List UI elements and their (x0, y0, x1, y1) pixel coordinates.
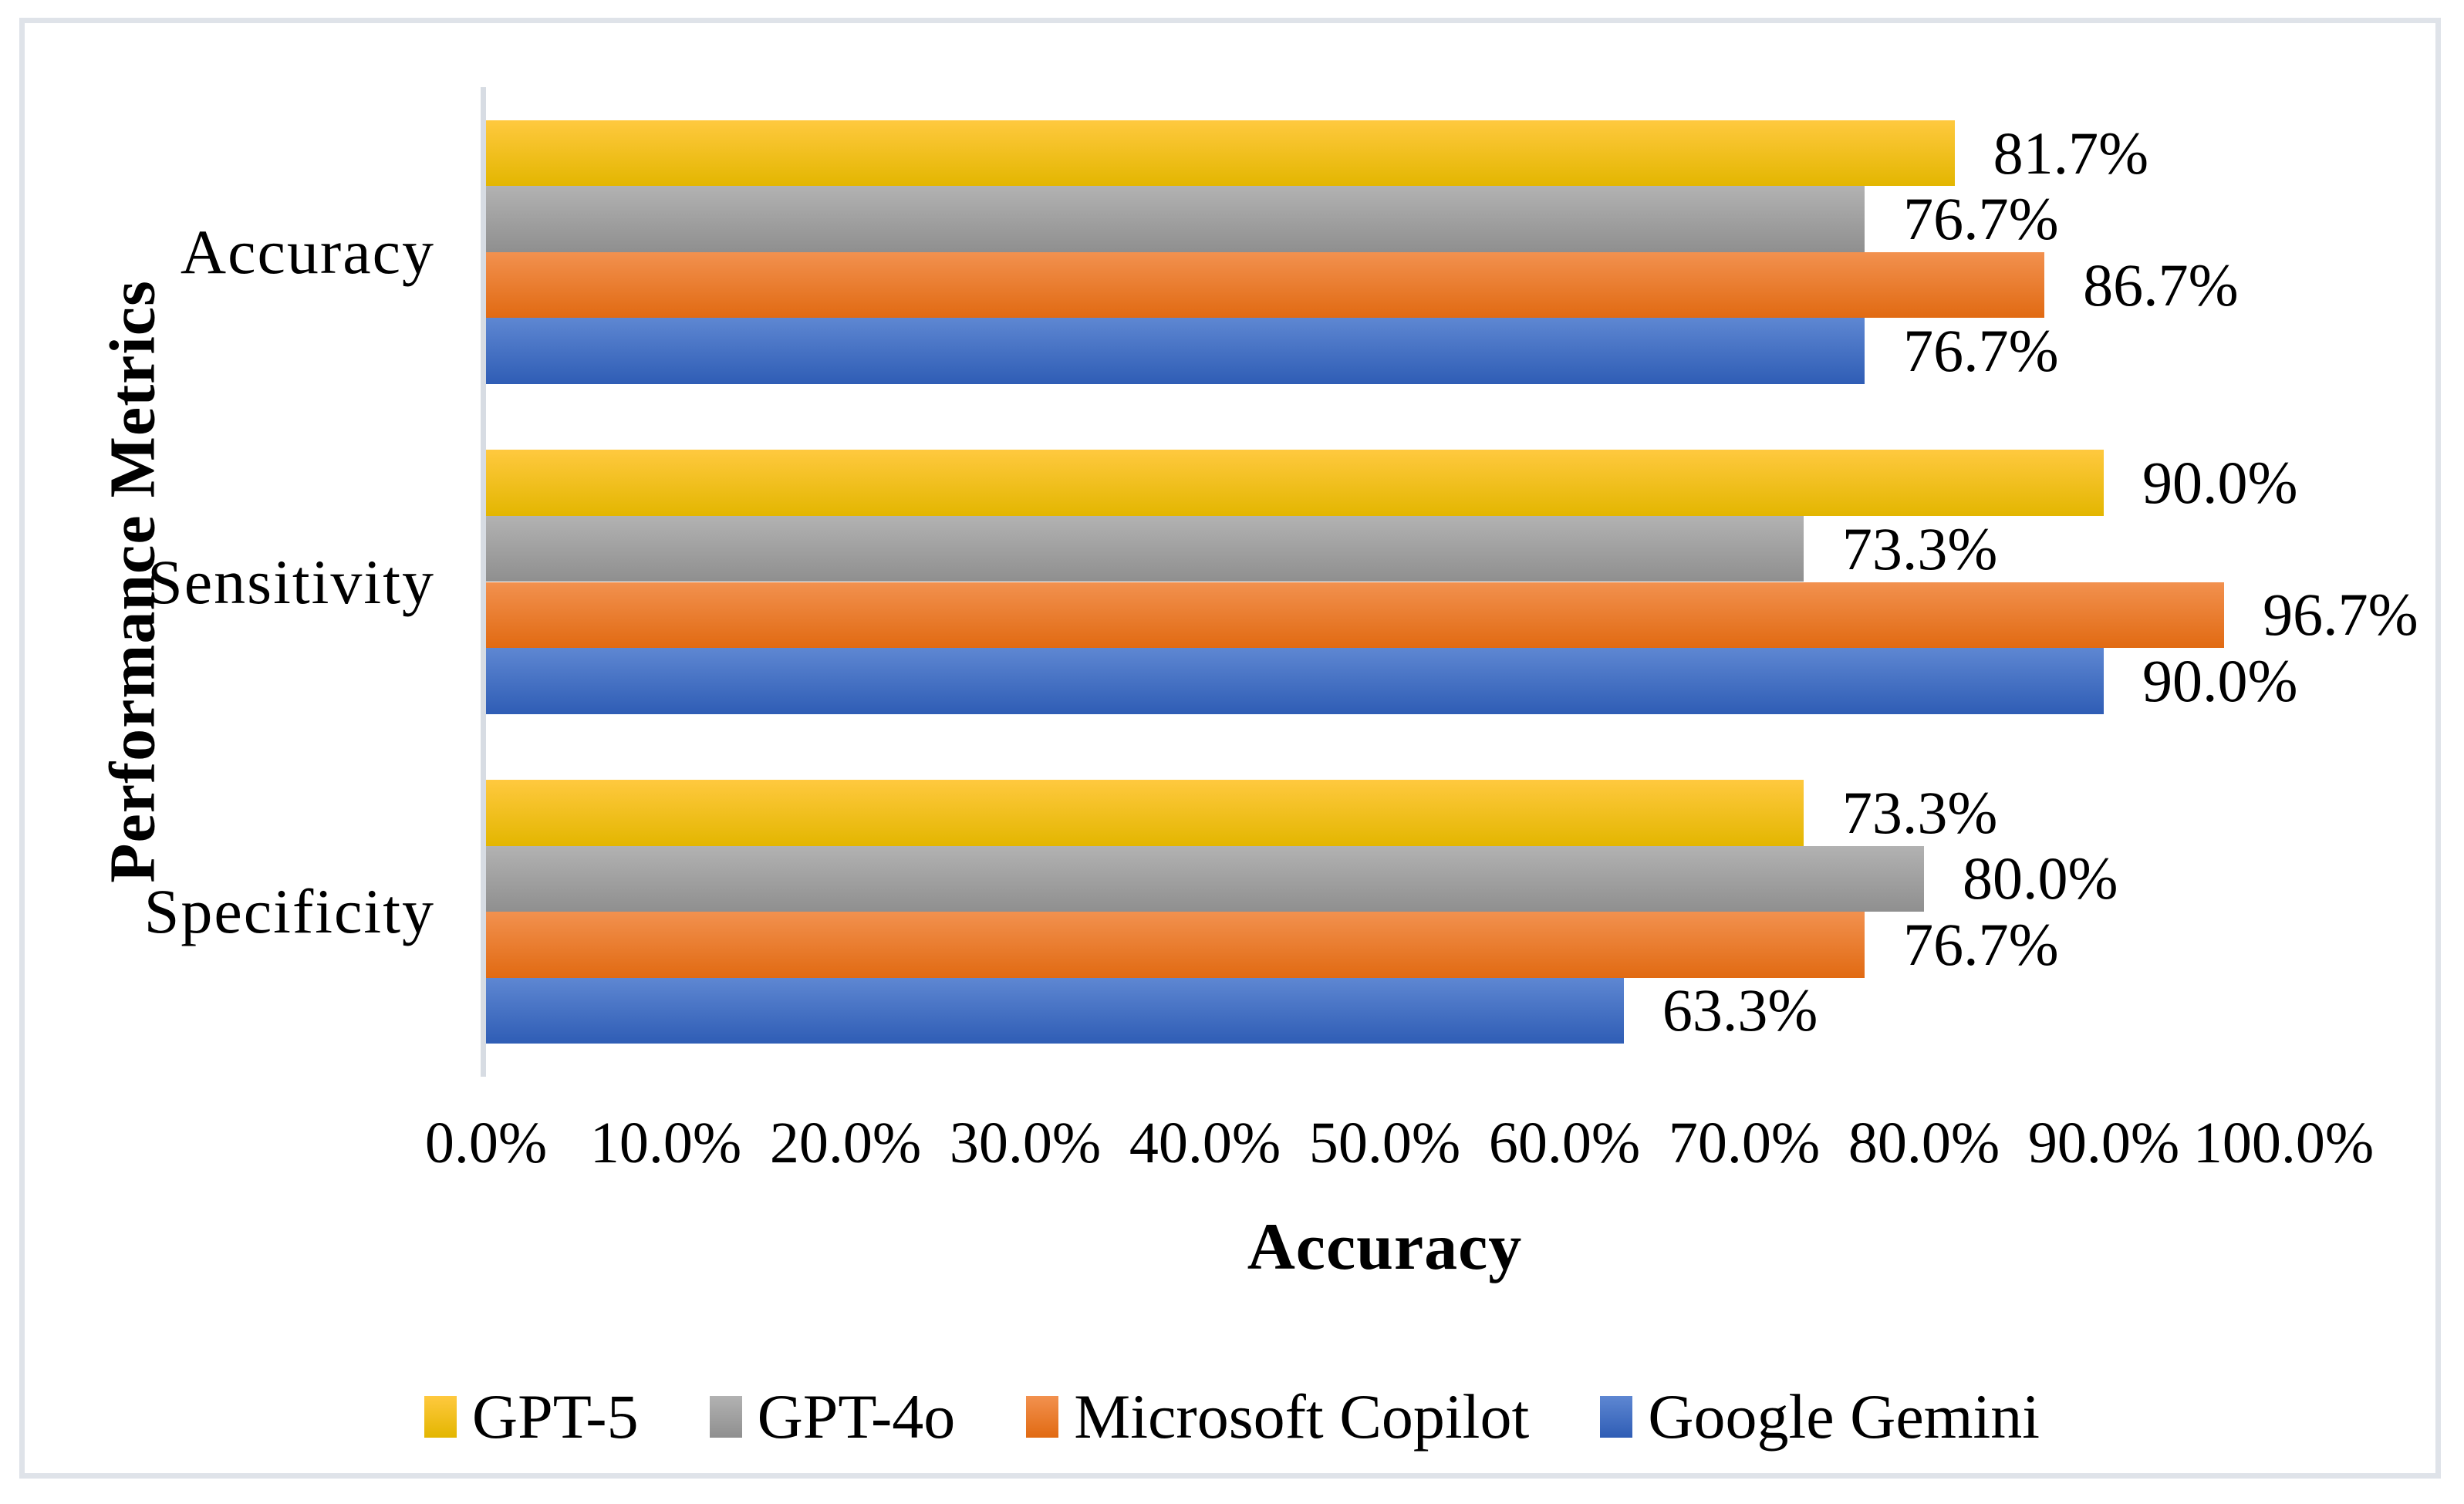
x-tick-label: 80.0% (1848, 1111, 2000, 1175)
bar-gpt-5 (486, 120, 1955, 187)
legend-marker-icon (1600, 1396, 1633, 1438)
bar-row: 76.7% (486, 186, 2283, 252)
bar-microsoft-copilot (486, 582, 2225, 649)
bar-gpt-5 (486, 780, 1804, 846)
data-label: 81.7% (1993, 119, 2149, 187)
legend-item-microsoft-copilot: Microsoft Copilot (1026, 1385, 1529, 1448)
bar-row: 63.3% (486, 976, 2283, 1044)
data-label: 90.0% (2142, 646, 2298, 714)
category-label: Specificity (143, 876, 435, 947)
bar-row: 76.7% (486, 318, 2283, 384)
bar-google-gemini (486, 648, 2104, 714)
x-tick-label: 0.0% (424, 1111, 548, 1175)
bar-google-gemini (486, 318, 1865, 384)
legend: GPT-5 GPT-4o Microsoft Copilot Google Gemin… (0, 1385, 2464, 1448)
data-label: 76.7% (1903, 185, 2059, 253)
x-tick-label: 10.0% (589, 1111, 742, 1175)
bar-row: 80.0% (486, 845, 2283, 912)
data-label: 76.7% (1903, 317, 2059, 385)
y-axis-line (481, 87, 486, 1077)
x-tick-label: 40.0% (1129, 1111, 1281, 1175)
x-tick-label: 30.0% (949, 1111, 1102, 1175)
bar-microsoft-copilot (486, 912, 1865, 978)
data-label: 96.7% (2263, 581, 2418, 649)
data-label: 73.3% (1841, 514, 1998, 582)
bar-gpt-5 (486, 450, 2104, 516)
bar-microsoft-copilot (486, 251, 2045, 319)
legend-item-gpt-4o: GPT-4o (709, 1381, 956, 1452)
legend-marker-icon (424, 1396, 457, 1438)
x-axis-title: Accuracy (1247, 1209, 1523, 1283)
data-label: 76.7% (1903, 910, 2059, 978)
bar-row: 86.7% (486, 251, 2283, 319)
legend-item-gpt-5: GPT-5 (424, 1385, 639, 1448)
x-tick-label: 20.0% (769, 1111, 922, 1175)
x-tick-label: 60.0% (1488, 1111, 1641, 1175)
bar-google-gemini (486, 977, 1624, 1044)
bar-row: 90.0% (486, 648, 2297, 714)
data-label: 90.0% (2142, 449, 2298, 517)
data-label: 80.0% (1963, 845, 2118, 912)
legend-marker-icon (1026, 1396, 1059, 1438)
bar-row: 73.3% (486, 780, 2283, 846)
x-tick-label: 90.0% (2027, 1111, 2180, 1175)
category-label: Sensitivity (147, 546, 435, 617)
legend-marker-icon (709, 1396, 742, 1438)
bar-gpt-4o (486, 845, 1924, 912)
plot-area: Accuracy 81.7% 76.7% 86.7% 76.7% Sensitivity 9… (144, 87, 2418, 1172)
x-tick-label: 70.0% (1668, 1111, 1821, 1175)
bar-row: 76.7% (486, 912, 2283, 978)
data-label: 63.3% (1662, 976, 1818, 1044)
x-tick-label: 50.0% (1308, 1111, 1461, 1175)
data-label: 73.3% (1841, 778, 1998, 846)
legend-item-google-gemini: Google Gemini (1600, 1385, 2040, 1448)
legend-label: GPT-5 (471, 1381, 639, 1452)
bar-gpt-4o (486, 186, 1865, 252)
legend-label: Microsoft Copilot (1074, 1381, 1530, 1452)
bar-gpt-4o (486, 515, 1804, 582)
data-label: 86.7% (2083, 251, 2239, 319)
legend-label: GPT-4o (757, 1381, 956, 1452)
legend-label: Google Gemini (1648, 1381, 2040, 1452)
bar-row: 81.7% (486, 120, 2283, 187)
bar-row: 90.0% (486, 450, 2297, 516)
bar-row: 96.7% (486, 582, 2418, 649)
x-tick-label: 100.0% (2192, 1111, 2375, 1175)
bar-row: 73.3% (486, 514, 2283, 582)
category-label: Accuracy (180, 216, 435, 287)
